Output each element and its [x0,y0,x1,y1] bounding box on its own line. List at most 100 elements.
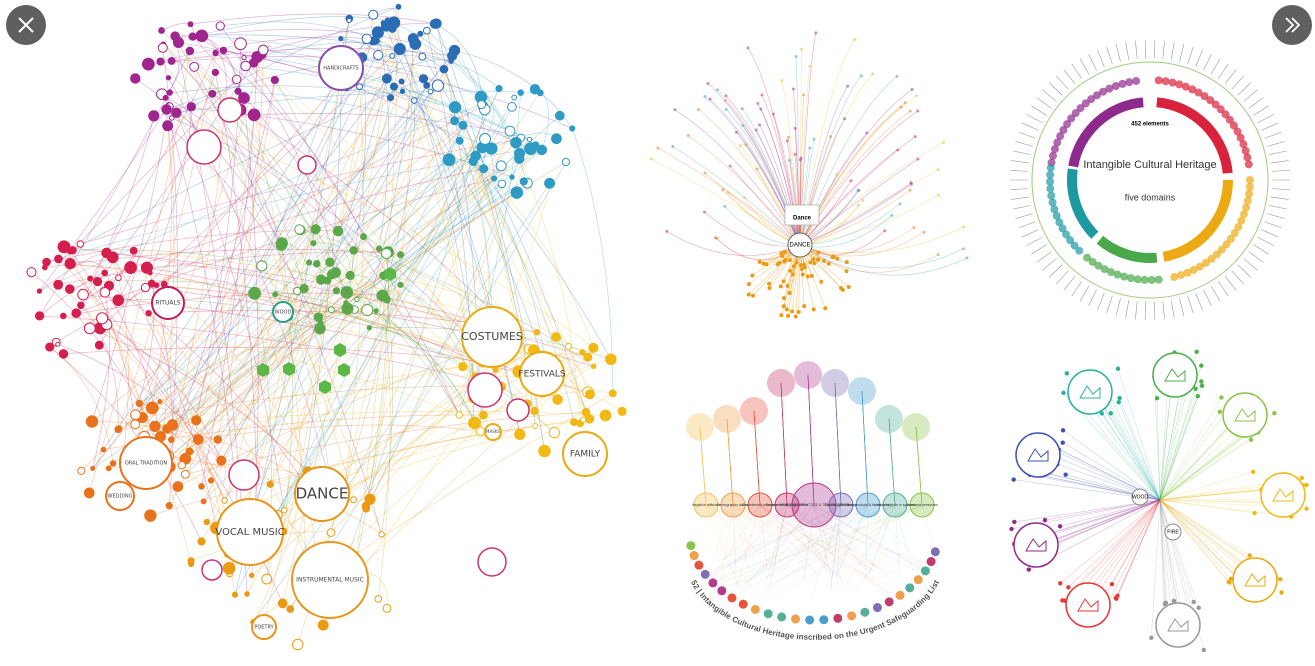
element-dot [1134,275,1142,283]
tick [1211,59,1220,75]
node [242,55,246,59]
edge [50,347,202,541]
node [812,261,816,265]
tick [1171,42,1174,60]
element-dot [1162,77,1170,85]
node [383,604,391,612]
element-dot [1049,152,1057,160]
close-button[interactable] [6,5,46,45]
node [492,176,497,181]
node [341,287,353,299]
node [584,353,592,361]
node [827,262,831,266]
material-icon [1233,558,1277,602]
node [361,234,367,240]
element-dot [1177,271,1185,279]
tick [1267,141,1284,146]
tick [1196,293,1203,310]
node [440,65,448,73]
edge [1160,500,1244,584]
node [451,117,459,125]
node [102,270,108,276]
tick [1126,42,1129,60]
node [510,175,514,179]
node [756,168,759,171]
tick [1243,90,1257,102]
node [68,261,75,268]
node [223,562,235,574]
node [84,323,95,334]
node [767,286,771,290]
node [673,108,676,111]
node [1063,472,1067,476]
node [424,82,430,88]
domain-arc [1100,240,1157,258]
node [1194,350,1198,354]
node [178,461,185,468]
hub-label: FAMILY [570,450,601,460]
node [823,306,827,310]
node [339,36,343,40]
material-icon [1153,353,1197,397]
tick [1072,64,1082,79]
node [496,85,502,91]
count: 452 elements [1131,122,1169,128]
tick [1010,170,1028,171]
tick [1269,205,1287,209]
hub-label: WOOD [275,310,292,316]
node [741,107,744,110]
node [814,31,817,34]
node [871,72,874,75]
pie-dot [905,583,914,592]
node [314,261,320,267]
node [937,194,940,197]
hub-label: ORAL TRADITION [125,461,168,467]
node [198,538,205,545]
node [812,307,816,311]
tick [1116,298,1120,315]
node [382,74,391,83]
edge [705,505,760,589]
node [1117,400,1121,404]
tick [1080,59,1089,75]
node [42,265,47,270]
pie-dot [914,575,923,584]
node [1191,600,1195,604]
node [1304,507,1308,511]
hub [202,560,222,580]
node [262,574,272,584]
hub-label: VOCAL MUSIC [215,527,284,538]
node [795,260,799,264]
node [794,55,797,58]
node [788,269,792,273]
tick [1080,286,1089,302]
threat-bubble [713,405,741,433]
tick [1043,258,1057,270]
node [580,350,585,355]
node [241,61,251,71]
node [311,225,320,234]
edge [800,227,964,253]
node [168,58,175,65]
tick [1154,302,1155,320]
edge [572,128,613,393]
node [913,226,916,229]
element-dot [1046,185,1054,193]
node [232,592,237,597]
element-dot [1125,78,1133,86]
threat-label: Economic pressures [906,503,938,507]
node [552,333,561,342]
node [480,411,488,419]
node [505,126,515,136]
node [382,248,392,258]
next-button[interactable] [1272,5,1312,45]
edge [800,245,963,268]
tick [1145,40,1146,58]
element-dot [1170,273,1178,281]
node [782,279,786,283]
tick [1031,106,1046,116]
tick [1026,237,1042,245]
element-dot [1244,197,1252,205]
node [88,276,93,281]
node [860,74,863,77]
